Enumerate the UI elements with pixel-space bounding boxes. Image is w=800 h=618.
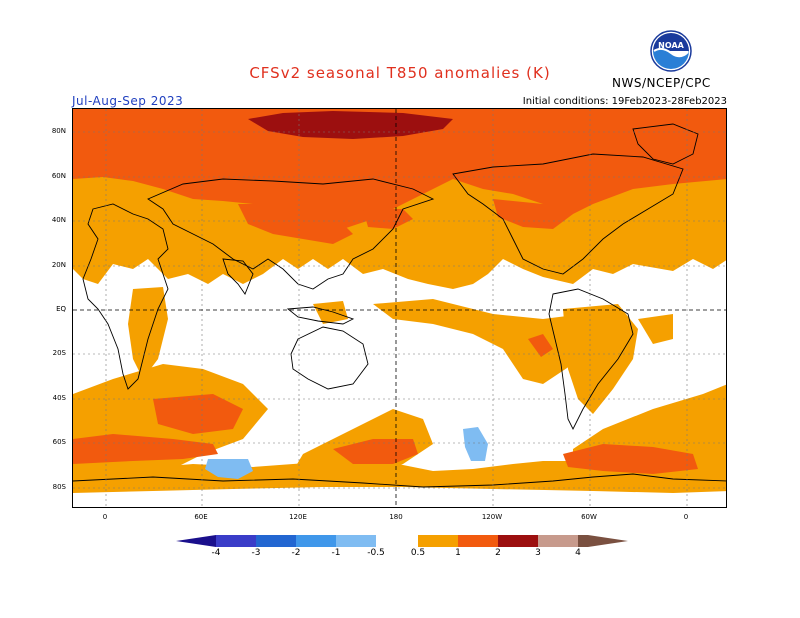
colorbar-label-3: 3 bbox=[535, 548, 541, 558]
reference-lines bbox=[73, 109, 726, 507]
lat-label-40s: 40S bbox=[52, 394, 66, 402]
colorbar-segment-1-2 bbox=[458, 535, 498, 547]
coastline-australia bbox=[290, 326, 369, 390]
lon-label-60w: 60W bbox=[581, 513, 597, 521]
lat-label-40n: 40N bbox=[51, 216, 66, 224]
anomaly-map bbox=[72, 108, 727, 508]
anomaly-region-indonesia-orange bbox=[313, 301, 348, 324]
initial-conditions-label: Initial conditions: 19Feb2023-28Feb2023 bbox=[522, 96, 727, 107]
colorbar-segment-minus2-minus1 bbox=[296, 535, 336, 547]
coastline-south-america bbox=[548, 288, 634, 431]
colorbar bbox=[176, 535, 628, 547]
colorbar-label-05: 0.5 bbox=[410, 548, 426, 558]
colorbar-segment-minus3-minus2 bbox=[256, 535, 296, 547]
coastline-north-america bbox=[452, 153, 684, 275]
coastline-asia bbox=[147, 178, 435, 290]
colorbar-segment-05-1 bbox=[418, 535, 458, 547]
anomaly-region-south-america-red bbox=[528, 334, 553, 357]
lon-label-0-east: 0 bbox=[683, 513, 689, 521]
logo-text: NOAA bbox=[658, 41, 684, 50]
colorbar-label-minus05: -0.5 bbox=[367, 548, 385, 558]
anomaly-region-siberia-red bbox=[238, 204, 353, 244]
colorbar-label-4: 4 bbox=[575, 548, 581, 558]
anomaly-region-southern-ocean-red-2 bbox=[563, 444, 698, 474]
lat-label-20n: 20N bbox=[51, 261, 66, 269]
anomaly-region-antarctic-blue bbox=[205, 459, 253, 479]
lat-label-eq: EQ bbox=[56, 305, 66, 313]
colorbar-segment-4-5 bbox=[578, 535, 588, 547]
colorbar-segment-3-4 bbox=[538, 535, 578, 547]
anomaly-region-south-america-orange bbox=[563, 304, 638, 414]
noaa-logo: NOAA bbox=[650, 30, 692, 72]
season-label: Jul-Aug-Sep 2023 bbox=[72, 94, 184, 108]
colorbar-label-minus3: -3 bbox=[251, 548, 261, 558]
coastline-africa bbox=[82, 203, 169, 390]
anomaly-region-south-pacific-red bbox=[333, 439, 418, 464]
lat-label-60s: 60S bbox=[52, 438, 66, 446]
lon-label-60e: 60E bbox=[194, 513, 208, 521]
colorbar-segment-minus1-minus05 bbox=[336, 535, 376, 547]
colorbar-segment-2-3 bbox=[498, 535, 538, 547]
colorbar-label-minus4: -4 bbox=[211, 548, 221, 558]
anomaly-region-south-indian-red bbox=[153, 394, 243, 434]
coastlines bbox=[73, 123, 726, 488]
graticule bbox=[73, 109, 726, 507]
colorbar-segment-gt-4 bbox=[588, 535, 628, 547]
colorbar-label-1: 1 bbox=[455, 548, 461, 558]
lat-label-80n: 80N bbox=[51, 127, 66, 135]
coastline-antarctica bbox=[73, 473, 726, 488]
colorbar-label-2: 2 bbox=[495, 548, 501, 558]
colorbar-segment-neutral bbox=[376, 535, 418, 547]
lat-label-60n: 60N bbox=[51, 172, 66, 180]
anomaly-region-atlantic-orange bbox=[638, 314, 673, 344]
lon-label-120e: 120E bbox=[289, 513, 307, 521]
anomaly-region-southern-ocean-red-1 bbox=[73, 434, 218, 464]
agency-label: NWS/NCEP/CPC bbox=[612, 76, 711, 90]
lon-label-120w: 120W bbox=[481, 513, 503, 521]
anomaly-region-pacific-blue bbox=[463, 427, 488, 461]
lat-label-20s: 20S bbox=[52, 349, 66, 357]
map-title: CFSv2 seasonal T850 anomalies (K) bbox=[249, 64, 551, 82]
colorbar-label-minus1: -1 bbox=[331, 548, 341, 558]
anomaly-region-east-pacific-orange bbox=[373, 299, 593, 384]
coastline-indonesia bbox=[286, 306, 355, 325]
colorbar-segment-minus4-minus3 bbox=[216, 535, 256, 547]
coastline-greenland bbox=[632, 123, 699, 165]
lon-label-180: 180 bbox=[389, 513, 403, 521]
colorbar-label-minus2: -2 bbox=[291, 548, 301, 558]
colorbar-segment-lt-minus4 bbox=[176, 535, 216, 547]
anomaly-region-arctic-red bbox=[73, 109, 726, 229]
anomaly-region-north-america-red bbox=[493, 199, 573, 229]
lon-label-0: 0 bbox=[102, 513, 108, 521]
anomaly-map-svg bbox=[73, 109, 726, 507]
lat-label-80s: 80S bbox=[52, 483, 66, 491]
coastline-india bbox=[222, 258, 254, 295]
